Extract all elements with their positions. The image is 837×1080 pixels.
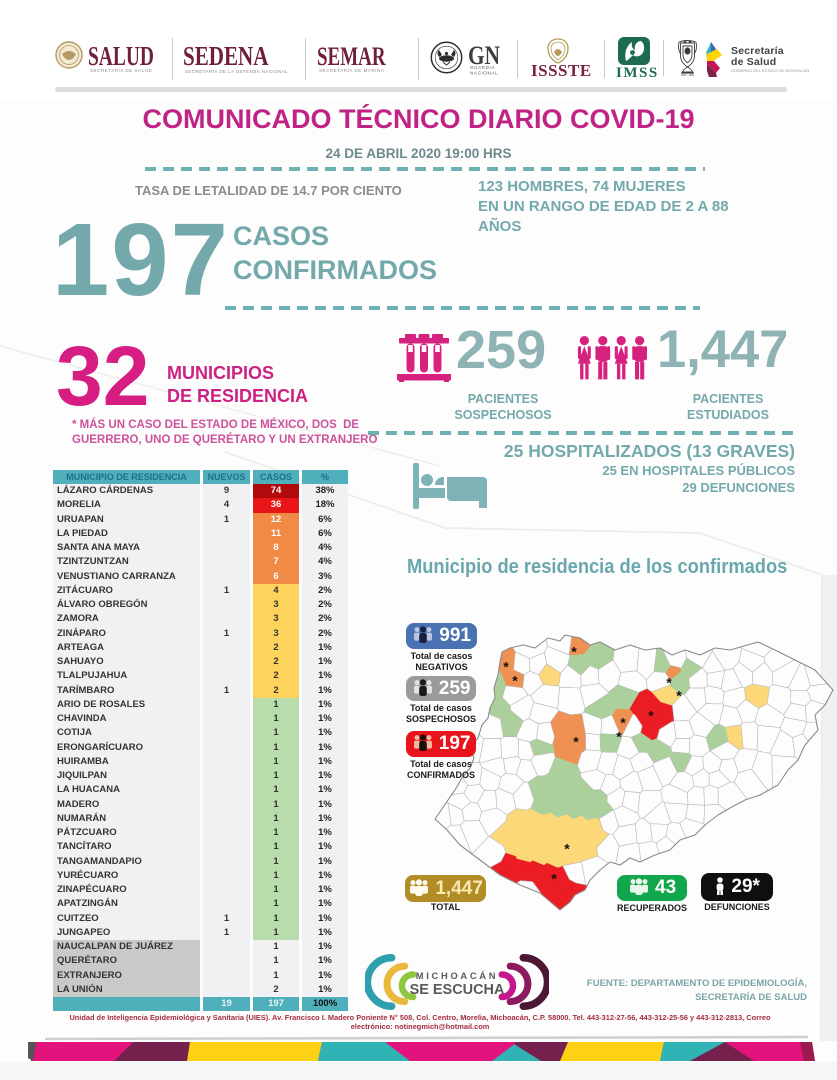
svg-text:*: * <box>676 688 682 704</box>
svg-text:*: * <box>512 673 518 689</box>
svg-text:MICHOACÁN: MICHOACÁN <box>416 971 498 981</box>
svg-text:*: * <box>620 715 626 731</box>
svg-text:*: * <box>666 675 672 691</box>
svg-text:SE ESCUCHA: SE ESCUCHA <box>410 982 505 998</box>
svg-text:*: * <box>571 644 577 660</box>
svg-text:*: * <box>564 841 570 857</box>
svg-text:*: * <box>551 871 557 887</box>
svg-text:*: * <box>616 729 622 745</box>
svg-text:*: * <box>573 734 579 750</box>
svg-text:*: * <box>648 708 654 724</box>
svg-text:*: * <box>503 659 509 675</box>
svg-text:1824 - 1962: 1824 - 1962 <box>681 74 694 76</box>
